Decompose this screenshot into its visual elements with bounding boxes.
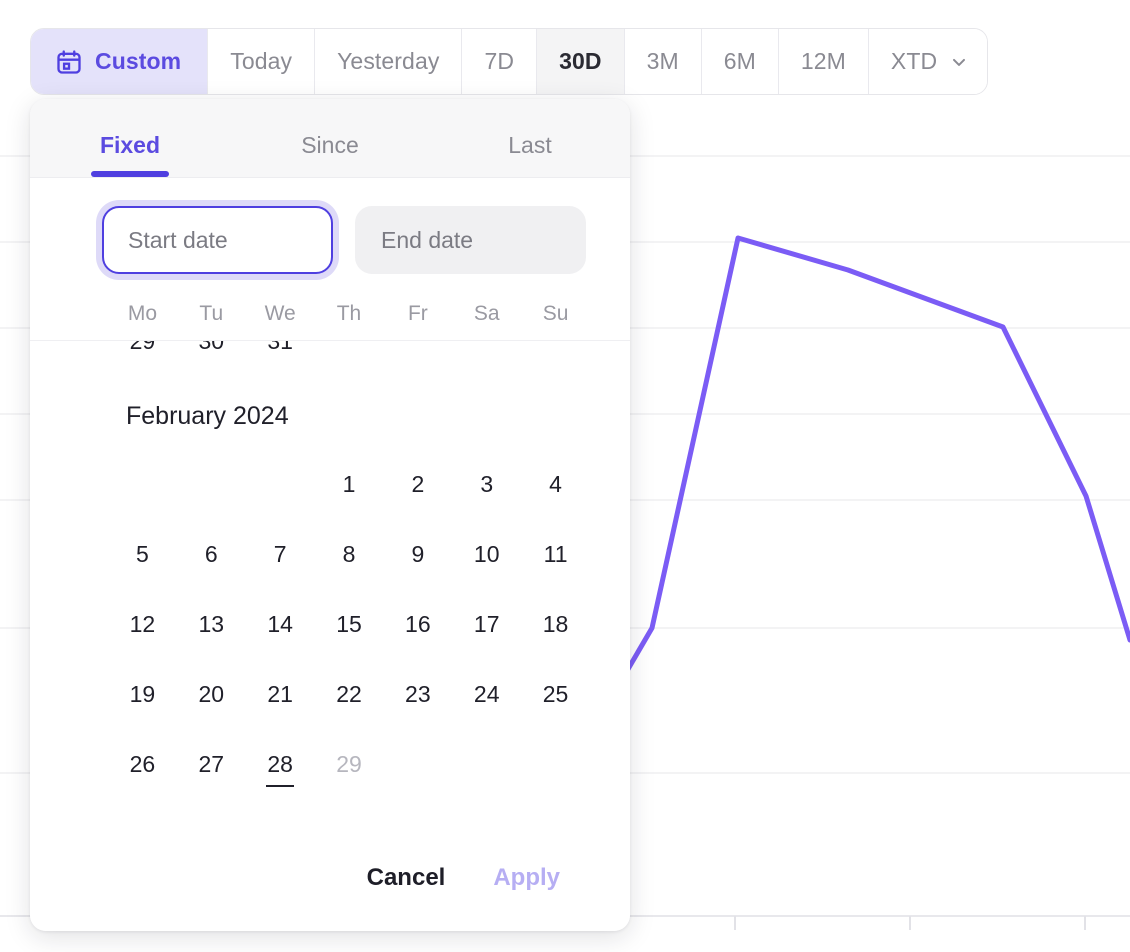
apply-button[interactable]: Apply	[493, 864, 560, 891]
calendar-day[interactable]: 25	[542, 680, 569, 707]
weekday-label: Sa	[473, 302, 500, 325]
weekday-label: Fr	[407, 302, 428, 325]
calendar-scroll-region[interactable]: 29 30 31 February 2024 1 2 3 4	[30, 341, 630, 839]
date-picker-popup: Fixed Since Last Start date End date Mo …	[30, 99, 630, 931]
tab-label: Since	[301, 132, 359, 158]
start-date-placeholder: Start date	[128, 226, 228, 253]
range-segment-label: XTD	[890, 48, 938, 74]
range-segment-yesterday[interactable]: Yesterday	[315, 29, 463, 94]
calendar-icon	[57, 49, 81, 74]
range-segment-label: Custom	[95, 48, 182, 74]
calendar-day[interactable]: 24	[473, 680, 500, 707]
calendar-day[interactable]: 4	[549, 470, 562, 497]
calendar-day[interactable]: 5	[136, 540, 149, 567]
range-segment-label: Today	[230, 48, 293, 74]
calendar-months: 29 30 31 February 2024 1 2 3 4	[30, 341, 630, 799]
range-segment-7d[interactable]: 7D	[462, 29, 538, 94]
date-picker-footer: Cancel Apply	[30, 839, 630, 931]
range-segment-6m[interactable]: 6M	[701, 29, 779, 94]
calendar-day[interactable]: 15	[336, 610, 362, 637]
calendar-day[interactable]: 8	[342, 540, 356, 567]
range-segment-xtd[interactable]: XTD	[868, 29, 988, 94]
start-date-input[interactable]: Start date	[102, 206, 333, 274]
calendar-day[interactable]: 18	[542, 610, 569, 637]
calendar-day[interactable]: 7	[273, 540, 287, 567]
weekday-label: Su	[542, 302, 569, 325]
weekday-label: Th	[336, 302, 362, 325]
calendar-day[interactable]: 22	[336, 680, 362, 707]
range-segment-12m[interactable]: 12M	[778, 29, 869, 94]
range-segment-label: 30D	[559, 48, 602, 74]
calendar-day[interactable]: 16	[405, 610, 431, 637]
range-segment-label: 12M	[800, 48, 846, 74]
range-segment-3m[interactable]: 3M	[624, 29, 702, 94]
range-segment-custom[interactable]: Custom	[31, 29, 209, 94]
range-segment-label: 3M	[646, 48, 679, 74]
calendar-day[interactable]: 19	[129, 680, 156, 707]
calendar-week-row: 1 2 3 4	[108, 449, 590, 519]
tab-label: Last	[508, 132, 552, 158]
range-segment-label: 7D	[484, 48, 515, 74]
calendar-day[interactable]: 29	[108, 341, 177, 353]
range-segment-30d[interactable]: 30D	[537, 29, 625, 94]
calendar-week-row: 12 13 14 15 16 17 18	[108, 589, 590, 659]
date-inputs-row: Start date End date	[30, 178, 630, 274]
tab-since[interactable]: Since	[230, 132, 430, 177]
weekday-label: We	[264, 302, 296, 325]
calendar-day-today[interactable]: 28	[246, 752, 315, 776]
calendar-month-title: February 2024	[126, 402, 289, 430]
calendar-day[interactable]: 3	[480, 470, 494, 497]
date-range-segmented-control[interactable]: Custom Today Yesterday 7D 30D 3M 6M 12M …	[30, 28, 989, 95]
calendar-day[interactable]: 2	[411, 470, 425, 497]
calendar-day[interactable]: 9	[411, 540, 425, 567]
chevron-down-icon	[953, 58, 966, 66]
calendar-day[interactable]: 1	[342, 470, 356, 497]
tab-label: Fixed	[99, 132, 161, 158]
range-segment-today[interactable]: Today	[208, 29, 316, 94]
calendar-day[interactable]: 10	[473, 540, 500, 567]
range-segment-label: Yesterday	[337, 48, 440, 74]
cancel-button[interactable]: Cancel	[366, 864, 446, 891]
end-date-input[interactable]: End date	[355, 206, 586, 274]
calendar-day-disabled: 29	[336, 750, 362, 777]
calendar-day[interactable]: 14	[267, 610, 293, 637]
calendar-day[interactable]: 17	[473, 610, 500, 637]
calendar-day[interactable]: 12	[129, 610, 156, 637]
calendar-day[interactable]: 21	[267, 680, 293, 707]
calendar-day[interactable]: 26	[129, 750, 156, 777]
calendar-day[interactable]: 27	[198, 750, 225, 777]
calendar-day[interactable]: 13	[198, 610, 225, 637]
calendar-day[interactable]: 23	[405, 680, 431, 707]
calendar-day[interactable]: 6	[204, 540, 218, 567]
calendar-weekday-header: Mo Tu We Th Fr Sa Su	[30, 274, 630, 341]
calendar-week-row: 29 30 31	[108, 341, 590, 376]
weekday-label: Tu	[199, 302, 224, 325]
calendar-day[interactable]: 31	[246, 341, 315, 353]
end-date-placeholder: End date	[381, 226, 474, 253]
tab-last[interactable]: Last	[430, 132, 630, 177]
calendar-week-row: 5 6 7 8 9 10 11	[108, 519, 590, 589]
tab-fixed[interactable]: Fixed	[30, 132, 230, 177]
calendar-week-row: 26 27 28 29	[108, 729, 590, 799]
calendar-day[interactable]: 30	[177, 341, 246, 353]
calendar-day[interactable]: 20	[198, 680, 225, 707]
date-picker-tabs: Fixed Since Last	[30, 99, 630, 178]
calendar-week-row: 19 20 21 22 23 24 25	[108, 659, 590, 729]
range-segment-label: 6M	[723, 48, 756, 74]
weekday-label: Mo	[127, 302, 158, 325]
calendar-day[interactable]: 11	[543, 540, 568, 567]
